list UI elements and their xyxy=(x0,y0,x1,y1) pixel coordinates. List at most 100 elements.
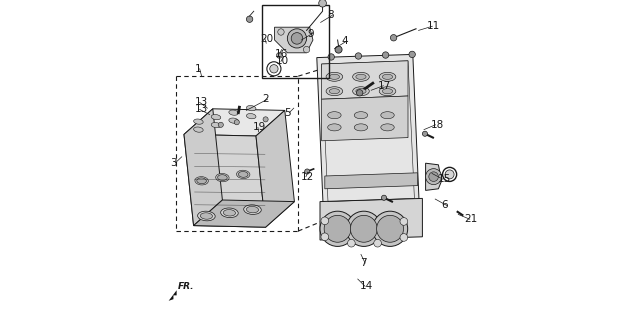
Circle shape xyxy=(381,195,387,200)
Ellipse shape xyxy=(237,170,250,179)
Ellipse shape xyxy=(229,110,238,115)
Text: 16: 16 xyxy=(275,49,288,59)
Text: 21: 21 xyxy=(465,214,478,224)
Circle shape xyxy=(269,65,278,73)
Ellipse shape xyxy=(223,210,236,216)
Ellipse shape xyxy=(200,213,212,219)
Ellipse shape xyxy=(246,114,256,119)
Ellipse shape xyxy=(381,112,394,119)
Text: 8: 8 xyxy=(327,10,333,20)
Circle shape xyxy=(263,117,268,122)
Circle shape xyxy=(328,54,335,60)
Text: 1: 1 xyxy=(195,64,201,74)
Text: 3: 3 xyxy=(170,157,177,168)
Polygon shape xyxy=(426,163,442,190)
Ellipse shape xyxy=(216,173,229,182)
Ellipse shape xyxy=(328,112,341,119)
Circle shape xyxy=(409,51,415,58)
Circle shape xyxy=(246,16,253,22)
Ellipse shape xyxy=(246,106,256,111)
Circle shape xyxy=(276,52,282,58)
Circle shape xyxy=(303,46,310,53)
Bar xyxy=(262,5,329,78)
Ellipse shape xyxy=(328,124,341,131)
Polygon shape xyxy=(184,109,285,136)
Ellipse shape xyxy=(218,175,227,180)
Ellipse shape xyxy=(355,124,368,131)
Ellipse shape xyxy=(380,87,396,96)
Circle shape xyxy=(335,46,342,53)
Polygon shape xyxy=(193,200,294,227)
Text: 13: 13 xyxy=(195,97,208,108)
Ellipse shape xyxy=(211,123,221,128)
Ellipse shape xyxy=(355,112,368,119)
Circle shape xyxy=(346,211,381,246)
Ellipse shape xyxy=(356,89,366,94)
Text: 11: 11 xyxy=(428,21,440,31)
Text: 10: 10 xyxy=(276,56,289,67)
Text: 5: 5 xyxy=(284,108,291,118)
Circle shape xyxy=(320,211,355,246)
Text: 7: 7 xyxy=(360,258,367,268)
Text: FR.: FR. xyxy=(178,282,195,291)
Ellipse shape xyxy=(194,127,203,132)
Circle shape xyxy=(321,233,329,241)
Text: 2: 2 xyxy=(262,94,269,104)
Circle shape xyxy=(278,29,284,35)
Text: 17: 17 xyxy=(378,81,392,91)
Polygon shape xyxy=(256,110,294,227)
Ellipse shape xyxy=(197,178,206,184)
Text: 15: 15 xyxy=(438,174,451,184)
Ellipse shape xyxy=(229,118,238,123)
Circle shape xyxy=(218,122,223,127)
Ellipse shape xyxy=(381,124,394,131)
Text: 19: 19 xyxy=(253,122,266,132)
Text: 20: 20 xyxy=(260,34,273,44)
Text: 6: 6 xyxy=(442,200,448,211)
Text: 18: 18 xyxy=(430,120,444,130)
Circle shape xyxy=(291,33,303,44)
Ellipse shape xyxy=(383,74,393,79)
Circle shape xyxy=(355,53,362,59)
Text: 9: 9 xyxy=(307,28,314,39)
Circle shape xyxy=(321,217,329,225)
Polygon shape xyxy=(322,96,408,141)
Circle shape xyxy=(374,239,381,247)
Ellipse shape xyxy=(211,115,221,120)
Circle shape xyxy=(383,52,389,58)
Circle shape xyxy=(372,211,408,246)
Ellipse shape xyxy=(221,208,238,218)
Circle shape xyxy=(445,170,454,179)
Ellipse shape xyxy=(383,89,393,94)
Ellipse shape xyxy=(239,172,248,177)
Circle shape xyxy=(324,215,351,242)
Polygon shape xyxy=(325,173,418,189)
Circle shape xyxy=(390,35,397,41)
Circle shape xyxy=(319,0,326,7)
Circle shape xyxy=(429,172,438,181)
Text: 12: 12 xyxy=(301,172,314,182)
Polygon shape xyxy=(169,290,177,301)
Circle shape xyxy=(356,90,363,96)
Circle shape xyxy=(422,131,428,136)
Text: 4: 4 xyxy=(342,36,348,46)
Circle shape xyxy=(348,239,355,247)
Polygon shape xyxy=(320,198,422,240)
Polygon shape xyxy=(322,61,408,99)
Ellipse shape xyxy=(326,87,343,96)
Ellipse shape xyxy=(198,211,215,221)
Ellipse shape xyxy=(195,177,208,185)
Ellipse shape xyxy=(329,74,339,79)
Circle shape xyxy=(400,218,408,225)
Ellipse shape xyxy=(326,72,343,81)
Text: 14: 14 xyxy=(360,281,373,292)
Ellipse shape xyxy=(380,72,396,81)
Circle shape xyxy=(351,215,378,242)
Polygon shape xyxy=(184,109,223,226)
Ellipse shape xyxy=(353,87,369,96)
Circle shape xyxy=(287,29,307,48)
Ellipse shape xyxy=(356,74,366,79)
Ellipse shape xyxy=(353,72,369,81)
Ellipse shape xyxy=(329,89,339,94)
Ellipse shape xyxy=(194,119,203,124)
